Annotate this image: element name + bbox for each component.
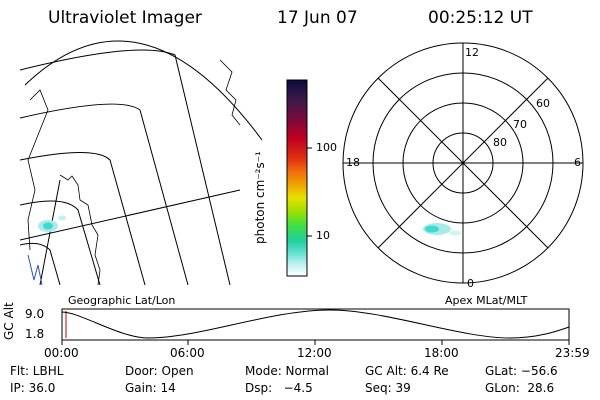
lat-circle bbox=[20, 200, 101, 285]
colorbar-unit-label: photon cm⁻²s⁻¹ bbox=[253, 151, 267, 244]
date-label: 17 Jun 07 bbox=[277, 8, 358, 28]
aurora-core bbox=[43, 222, 53, 230]
aurora-glow bbox=[449, 230, 461, 236]
status-ip: IP: 36.0 bbox=[10, 381, 56, 395]
geographic-map bbox=[20, 40, 263, 285]
status-dsp: Dsp: −4.5 bbox=[245, 381, 313, 395]
mlt-label-18: 18 bbox=[346, 156, 360, 169]
altitude-frame bbox=[61, 308, 570, 341]
altitude-curve bbox=[61, 309, 570, 339]
polar-lat-label-70: 70 bbox=[513, 118, 527, 131]
altitude-axis-label: GC Alt bbox=[2, 302, 16, 340]
status-filter: Flt: LBHL bbox=[10, 364, 64, 378]
colorbar bbox=[286, 79, 312, 277]
colorbar-tick-label: 10 bbox=[316, 229, 330, 242]
polar-meridian bbox=[377, 77, 549, 249]
colorbar-tick-label: 100 bbox=[316, 141, 337, 154]
status-seq: Seq: 39 bbox=[365, 381, 411, 395]
mlt-label-12: 12 bbox=[465, 46, 479, 59]
altitude-x-tick: 06:00 bbox=[170, 346, 205, 360]
colorbar-gradient bbox=[286, 79, 308, 277]
mlt-label-6: 6 bbox=[574, 156, 581, 169]
altitude-x-tick: 12:00 bbox=[297, 346, 332, 360]
altitude-x-tick: 18:00 bbox=[424, 346, 459, 360]
altitude-strip bbox=[61, 308, 570, 345]
coastline bbox=[59, 174, 101, 285]
lat-circle bbox=[20, 103, 189, 285]
status-door: Door: Open bbox=[125, 364, 194, 378]
lat-circle bbox=[20, 152, 146, 285]
mlt-label-0: 0 bbox=[467, 277, 474, 290]
status-gain: Gain: 14 bbox=[125, 381, 176, 395]
altitude-y-tick: 1.8 bbox=[25, 327, 45, 341]
altitude-x-tick: 00:00 bbox=[44, 346, 79, 360]
altitude-y-tick: 9.0 bbox=[25, 307, 45, 321]
status-glat: GLat: −56.6 bbox=[485, 364, 558, 378]
lat-circle bbox=[20, 49, 231, 285]
outer-arc bbox=[24, 40, 263, 141]
instrument-title: Ultraviolet Imager bbox=[48, 8, 202, 28]
geographic-panel-label: Geographic Lat/Lon bbox=[68, 294, 176, 307]
status-gc-alt: GC Alt: 6.4 Re bbox=[365, 364, 449, 378]
coastline-blue bbox=[27, 254, 43, 285]
altitude-x-tick: 23:59 bbox=[555, 346, 590, 360]
meridian-line bbox=[39, 179, 61, 285]
time-label: 00:25:12 UT bbox=[428, 8, 533, 28]
apex-panel-label: Apex MLat/MLT bbox=[445, 294, 528, 307]
polar-lat-label-80: 80 bbox=[493, 136, 507, 149]
polar-plot bbox=[342, 42, 584, 284]
aurora-core bbox=[425, 225, 439, 233]
status-mode: Mode: Normal bbox=[245, 364, 329, 378]
polar-lat-label-60: 60 bbox=[536, 97, 550, 110]
status-glon: GLon: 28.6 bbox=[485, 381, 555, 395]
lat-circle bbox=[20, 242, 61, 285]
meridian-line bbox=[20, 189, 241, 241]
aurora-glow bbox=[58, 215, 66, 221]
coastline bbox=[219, 59, 241, 126]
coastline bbox=[27, 89, 49, 251]
